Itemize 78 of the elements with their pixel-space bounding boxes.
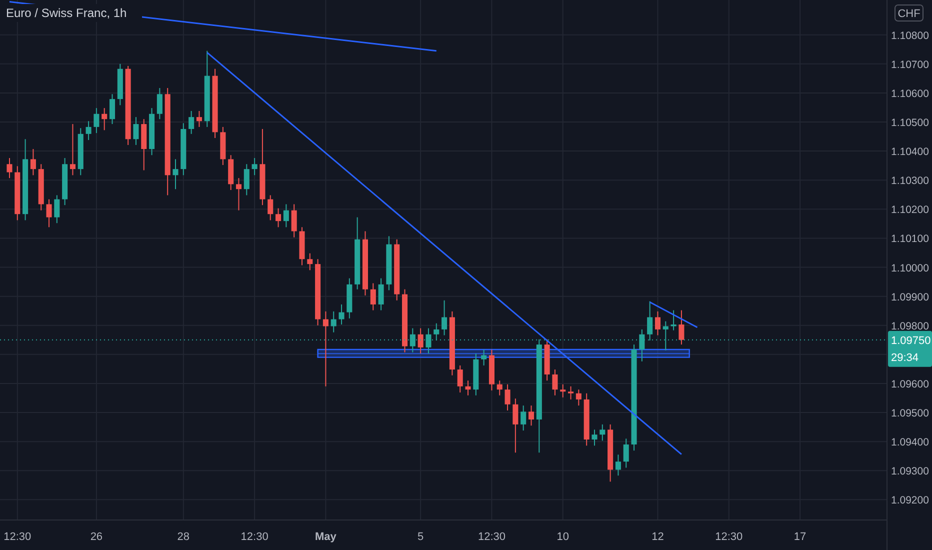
candlestick [338, 304, 344, 325]
candlestick [102, 108, 108, 131]
candlestick [528, 405, 534, 426]
candlestick [46, 198, 52, 228]
y-tick-label: 1.10500 [891, 117, 930, 130]
candlestick [592, 429, 598, 446]
y-tick-label: 1.10700 [891, 58, 930, 71]
candlestick [457, 364, 463, 393]
candlestick [560, 384, 566, 398]
candlestick [283, 204, 289, 228]
candlestick [252, 158, 258, 176]
candlestick [307, 252, 313, 271]
candlestick [568, 386, 574, 400]
y-tick-label: 1.10800 [891, 30, 930, 42]
y-tick-label: 1.09400 [891, 436, 930, 449]
x-tick-label: 5 [418, 531, 424, 543]
y-tick-label: 1.09600 [891, 378, 930, 390]
x-tick-label: 12:30 [4, 531, 32, 543]
candlestick [623, 438, 629, 468]
text: CHF [898, 8, 921, 20]
x-tick-label: 12 [652, 531, 664, 543]
candlestick [378, 278, 384, 311]
y-tick-label: 1.10200 [891, 204, 930, 216]
x-tick-label: May [315, 531, 338, 543]
x-tick-label: 12:30 [240, 531, 268, 543]
y-tick-label: 1.10000 [891, 262, 930, 274]
candlestick [520, 405, 526, 432]
y-tick-label: 1.09500 [891, 408, 930, 420]
candlestick [481, 348, 487, 366]
candlestick [370, 282, 376, 311]
candlestick [156, 88, 162, 120]
candlestick [576, 389, 582, 406]
candlestick [276, 208, 282, 228]
candlestick [94, 108, 100, 134]
text: Euro / Swiss Franc, 1h [6, 6, 127, 20]
candlestick [236, 178, 242, 211]
candlestick [291, 204, 297, 238]
candlestick [30, 148, 36, 176]
x-tick-label: 10 [556, 531, 569, 543]
y-tick-label: 1.10300 [891, 175, 930, 188]
candlestick [109, 94, 116, 125]
candlestick [196, 110, 202, 128]
candlestick [678, 310, 684, 346]
candlestick [244, 164, 250, 196]
y-tick-label: 1.10100 [891, 233, 930, 246]
candlestick [496, 380, 502, 396]
candlestick [133, 116, 139, 146]
y-tick-label: 1.09900 [891, 291, 930, 304]
y-tick-label: 1.09200 [891, 494, 930, 507]
candlestick [552, 369, 558, 396]
candlestick [654, 310, 661, 336]
text: 29:34 [891, 352, 919, 364]
candlestick [504, 384, 510, 411]
x-tick-label: 26 [90, 531, 103, 543]
y-tick-label: 1.10600 [891, 88, 930, 100]
candlestick [86, 120, 92, 141]
candlestick [600, 424, 606, 442]
x-tick-label: 28 [177, 531, 190, 543]
candlestick [54, 194, 60, 224]
candlestick [465, 380, 471, 396]
y-tick-label: 1.10400 [891, 146, 930, 158]
y-tick-label: 1.09800 [891, 320, 930, 332]
candlestick [188, 110, 194, 134]
candlestick [172, 158, 178, 190]
candlestick [615, 454, 621, 476]
x-tick-label: 17 [794, 531, 806, 543]
candlestick [418, 328, 424, 354]
candlestick [512, 398, 518, 454]
candlestick [442, 300, 448, 336]
candlestick [268, 194, 274, 221]
ref-line-label: 1.09750 [891, 334, 931, 347]
x-tick-label: 12:30 [478, 531, 506, 543]
x-tick-label: 12:30 [715, 531, 743, 543]
candlestick [330, 310, 336, 333]
y-tick-label: 1.09300 [891, 466, 930, 478]
candlestick [70, 124, 76, 176]
candlestick [6, 158, 12, 179]
candlestick [322, 310, 328, 387]
